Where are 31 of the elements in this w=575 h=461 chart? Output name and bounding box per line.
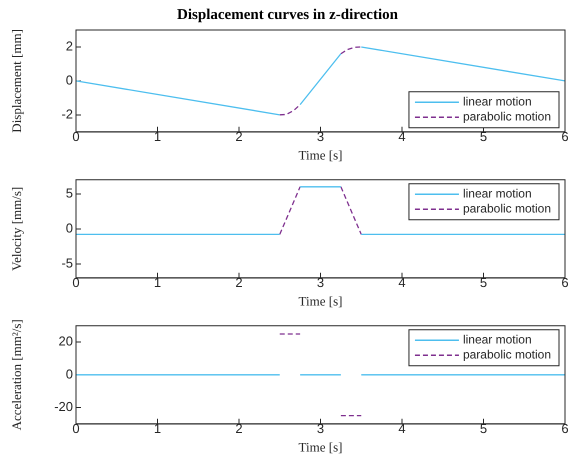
y-tick-label: 20 <box>58 334 73 349</box>
y-tick-label: 0 <box>66 220 73 236</box>
legend-label: linear motion <box>462 332 532 347</box>
y-tick-label: -2 <box>61 106 73 122</box>
y-axis-title: Displacement [mm] <box>9 29 24 133</box>
y-tick-label: 2 <box>66 38 73 54</box>
x-tick-label: 6 <box>561 275 569 290</box>
y-tick-label: -5 <box>61 255 73 270</box>
x-tick-label: 6 <box>561 129 569 144</box>
legend-label: linear motion <box>462 94 532 109</box>
x-tick-label: 1 <box>154 275 162 290</box>
x-tick-label: 4 <box>398 421 406 436</box>
chart-title: Displacement curves in z-direction <box>177 6 399 23</box>
y-axis-title: Velocity [mm/s] <box>9 186 24 271</box>
legend-label: linear motion <box>462 186 532 201</box>
x-tick-label: 4 <box>398 275 406 290</box>
x-tick-label: 1 <box>154 421 162 436</box>
x-tick-label: 4 <box>398 129 406 144</box>
y-tick-label: -20 <box>54 399 73 414</box>
x-tick-label: 1 <box>154 129 162 144</box>
legend-label: parabolic motion <box>462 202 552 216</box>
y-tick-label: 5 <box>66 185 73 200</box>
y-axis-title: Acceleration [mm²/s] <box>9 319 24 430</box>
legend-label: parabolic motion <box>462 348 552 362</box>
y-tick-label: 0 <box>66 366 73 382</box>
x-tick-label: 6 <box>561 421 569 436</box>
x-axis-title: Time [s] <box>298 440 342 455</box>
y-tick-label: 0 <box>66 72 73 88</box>
x-axis-title: Time [s] <box>298 148 342 163</box>
legend-label: parabolic motion <box>462 110 552 124</box>
x-axis-title: Time [s] <box>298 294 342 309</box>
